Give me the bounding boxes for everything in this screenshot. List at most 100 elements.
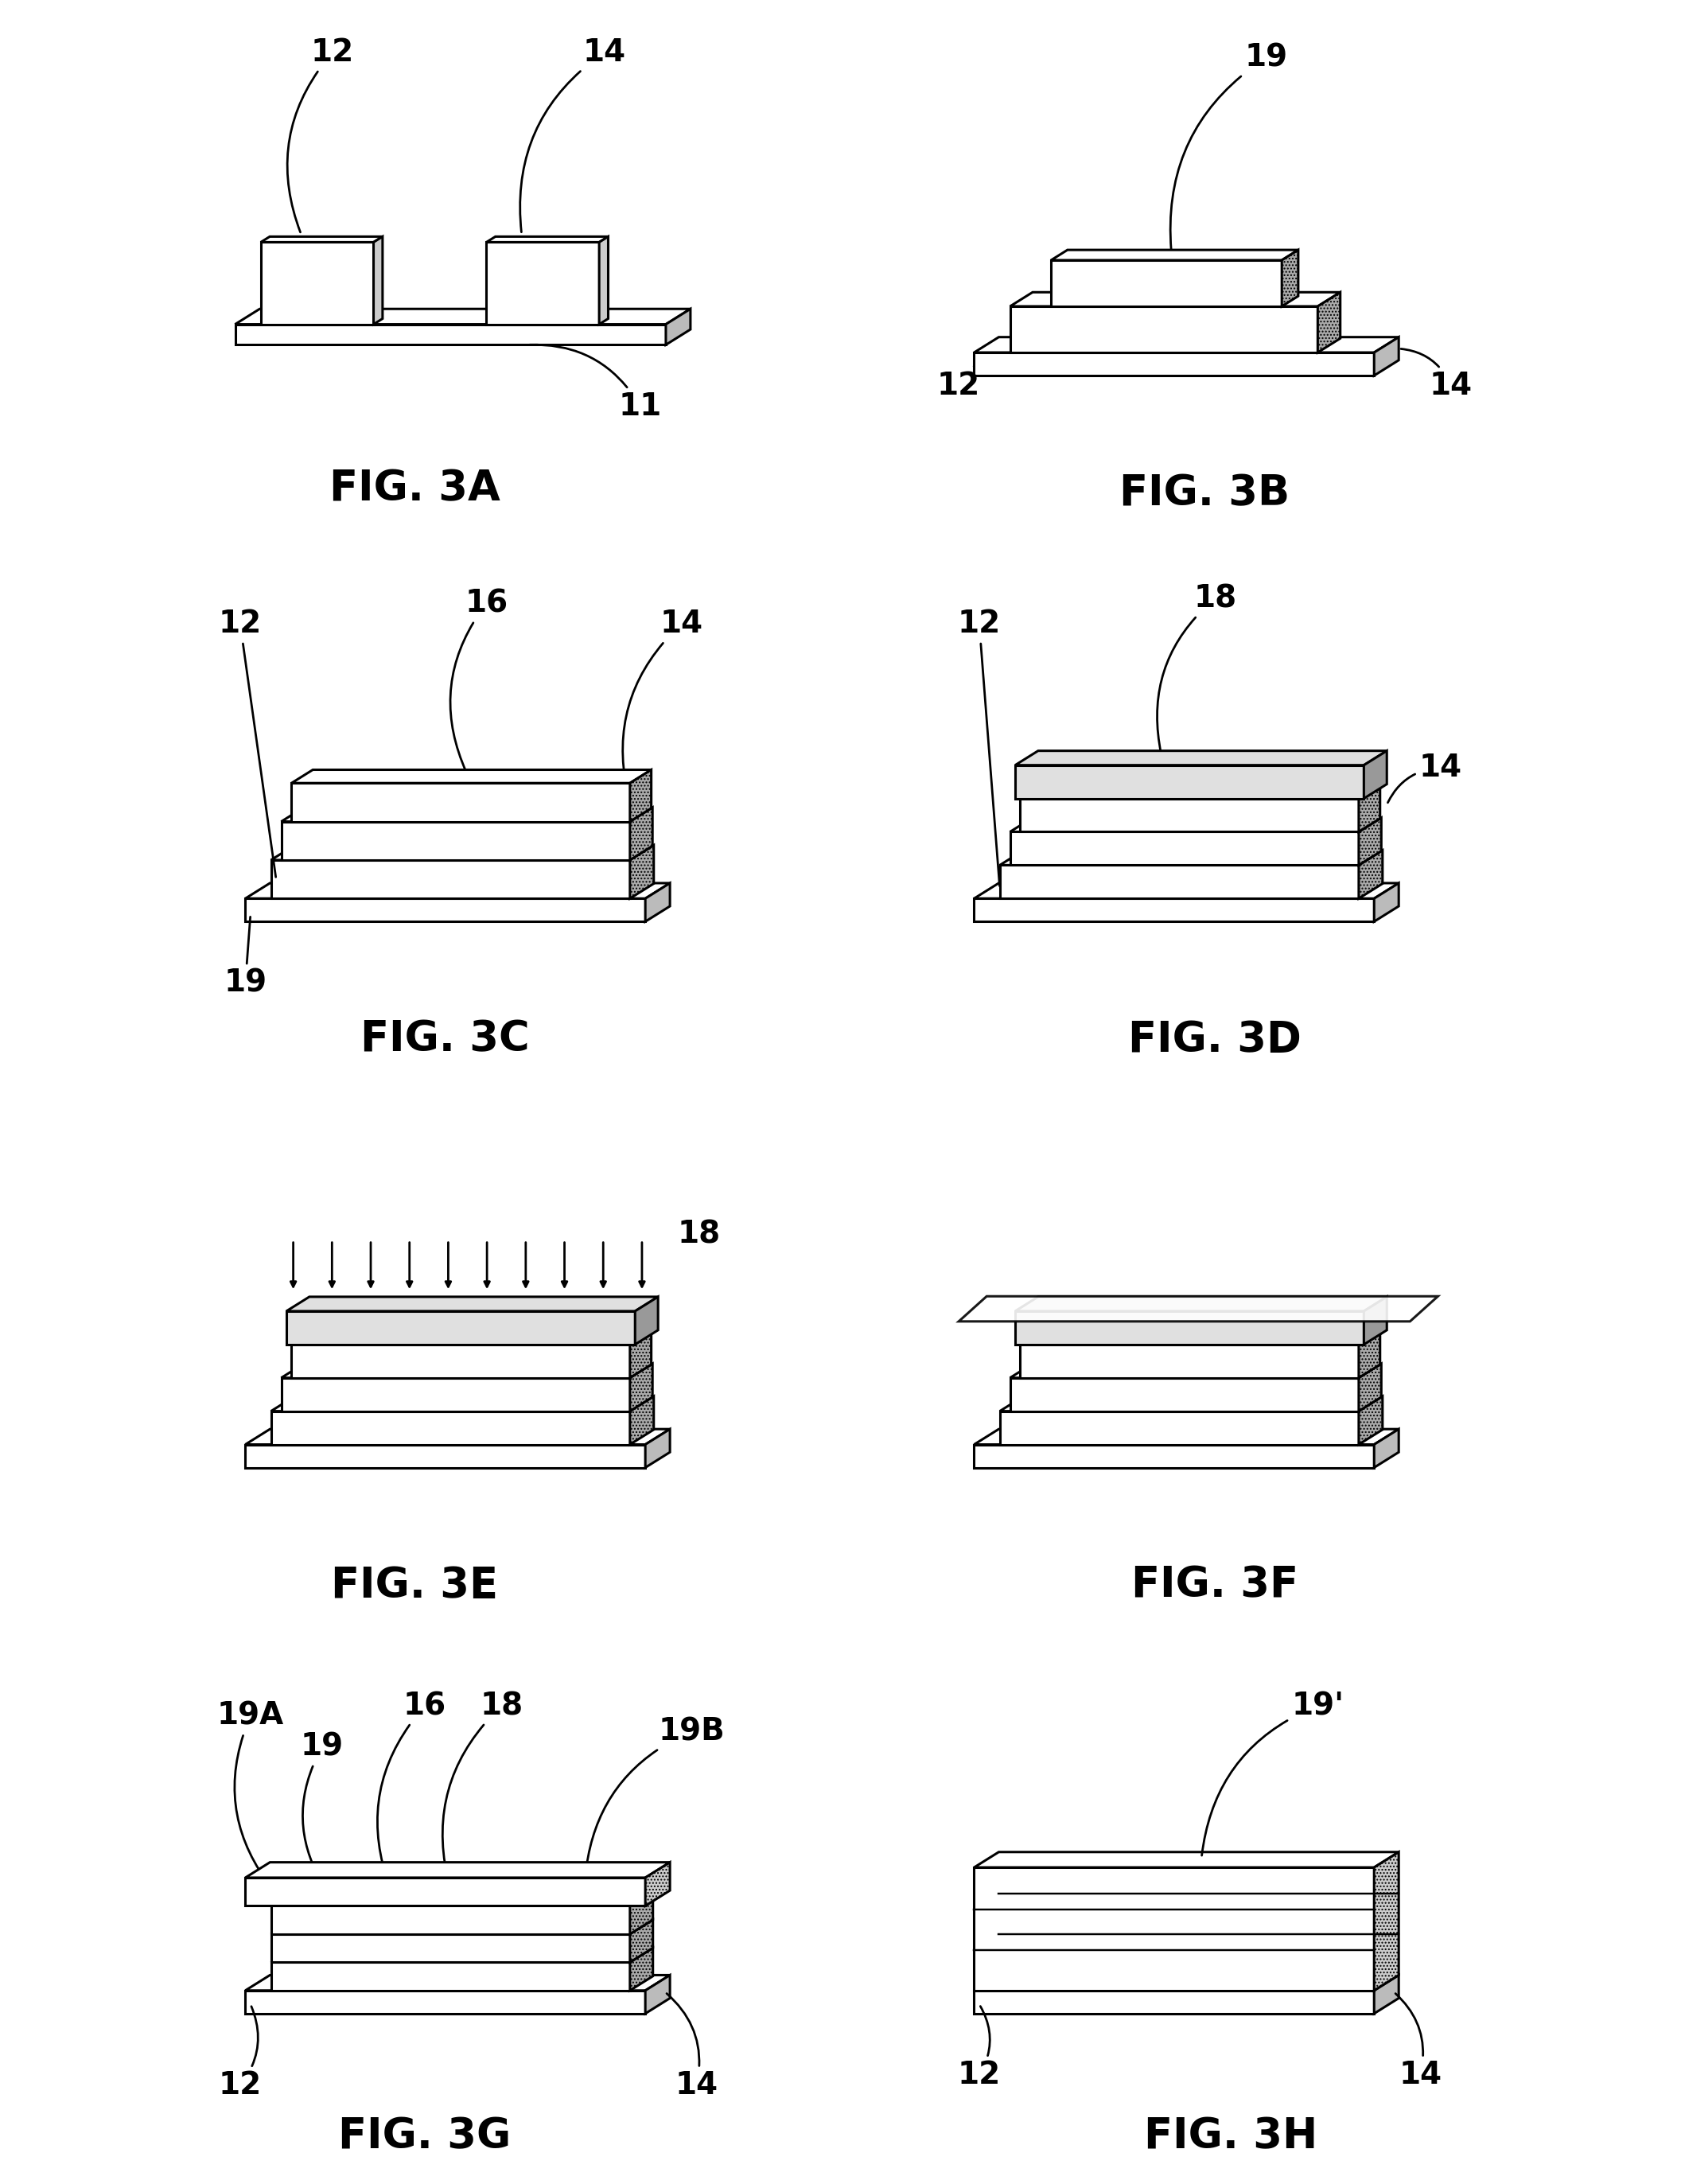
Polygon shape — [1015, 764, 1363, 799]
Polygon shape — [1010, 817, 1382, 832]
Polygon shape — [1010, 832, 1358, 865]
Polygon shape — [973, 1990, 1373, 2014]
Polygon shape — [1358, 1396, 1382, 1444]
Polygon shape — [271, 1396, 654, 1411]
Polygon shape — [1358, 817, 1382, 865]
Polygon shape — [291, 1332, 651, 1345]
Polygon shape — [635, 1297, 657, 1345]
Polygon shape — [291, 784, 630, 821]
Text: 19B: 19B — [585, 1717, 725, 1878]
Text: 11: 11 — [530, 345, 662, 422]
Polygon shape — [1000, 1396, 1382, 1411]
Polygon shape — [1020, 1332, 1380, 1345]
Text: 19: 19 — [301, 1732, 345, 1887]
Polygon shape — [630, 1891, 652, 1935]
Polygon shape — [271, 1948, 652, 1961]
Polygon shape — [271, 1411, 630, 1444]
Text: 14: 14 — [519, 37, 625, 232]
Text: 12: 12 — [219, 609, 276, 878]
Polygon shape — [245, 898, 646, 922]
Text: FIG. 3H: FIG. 3H — [1143, 2116, 1318, 2158]
Polygon shape — [1363, 1297, 1387, 1345]
Polygon shape — [973, 882, 1399, 898]
Polygon shape — [1318, 293, 1340, 352]
Polygon shape — [1020, 1345, 1358, 1378]
Polygon shape — [1373, 882, 1399, 922]
Text: FIG. 3A: FIG. 3A — [329, 467, 499, 509]
Polygon shape — [245, 1878, 646, 1907]
Polygon shape — [286, 1310, 635, 1345]
Polygon shape — [486, 236, 609, 242]
Polygon shape — [1358, 1363, 1382, 1411]
Text: FIG. 3G: FIG. 3G — [338, 2116, 511, 2158]
Polygon shape — [1373, 1852, 1399, 1990]
Polygon shape — [1015, 1310, 1363, 1345]
Text: 14: 14 — [1389, 753, 1462, 804]
Polygon shape — [973, 1867, 1373, 1990]
Polygon shape — [1363, 751, 1387, 799]
Polygon shape — [271, 1891, 652, 1907]
Text: 12: 12 — [958, 609, 1000, 887]
Polygon shape — [973, 1444, 1373, 1468]
Text: 12: 12 — [958, 2007, 1000, 2090]
Polygon shape — [1373, 1974, 1399, 2014]
Polygon shape — [235, 323, 666, 345]
Polygon shape — [973, 1974, 1399, 1990]
Polygon shape — [1015, 751, 1387, 764]
Polygon shape — [1358, 1332, 1380, 1378]
Polygon shape — [958, 1297, 1437, 1321]
Polygon shape — [973, 352, 1373, 376]
Text: 16: 16 — [378, 1690, 447, 1887]
Polygon shape — [630, 1920, 652, 1961]
Polygon shape — [291, 769, 651, 784]
Polygon shape — [245, 1990, 646, 2014]
Polygon shape — [1373, 1428, 1399, 1468]
Polygon shape — [271, 1935, 630, 1961]
Polygon shape — [630, 1332, 651, 1378]
Polygon shape — [281, 808, 652, 821]
Polygon shape — [1010, 1378, 1358, 1411]
Polygon shape — [1010, 1363, 1382, 1378]
Polygon shape — [630, 769, 651, 821]
Polygon shape — [245, 1428, 671, 1444]
Polygon shape — [646, 1428, 671, 1468]
Polygon shape — [486, 242, 598, 323]
Polygon shape — [1010, 293, 1340, 306]
Polygon shape — [973, 898, 1373, 922]
Polygon shape — [646, 882, 671, 922]
Polygon shape — [291, 1345, 630, 1378]
Polygon shape — [281, 821, 630, 860]
Text: 16: 16 — [451, 587, 508, 771]
Text: FIG. 3E: FIG. 3E — [331, 1566, 498, 1605]
Polygon shape — [373, 236, 383, 323]
Text: 14: 14 — [1400, 349, 1473, 402]
Polygon shape — [245, 882, 671, 898]
Polygon shape — [630, 1363, 652, 1411]
Polygon shape — [245, 1444, 646, 1468]
Polygon shape — [630, 1948, 652, 1990]
Text: FIG. 3B: FIG. 3B — [1120, 474, 1289, 513]
Text: 18: 18 — [442, 1690, 523, 1887]
Polygon shape — [1000, 865, 1358, 898]
Polygon shape — [630, 808, 652, 860]
Polygon shape — [1000, 850, 1382, 865]
Polygon shape — [1358, 786, 1380, 832]
Text: 19: 19 — [1170, 41, 1288, 249]
Text: 12: 12 — [287, 37, 355, 232]
Polygon shape — [1020, 786, 1380, 799]
Polygon shape — [1051, 249, 1298, 260]
Text: 12: 12 — [938, 367, 980, 402]
Text: 14: 14 — [667, 1994, 718, 2101]
Polygon shape — [598, 236, 609, 323]
Polygon shape — [261, 236, 383, 242]
Polygon shape — [1373, 336, 1399, 376]
Polygon shape — [1010, 306, 1318, 352]
Polygon shape — [1283, 249, 1298, 306]
Text: 12: 12 — [219, 2007, 262, 2101]
Text: 19A: 19A — [217, 1701, 284, 1889]
Text: 19: 19 — [224, 917, 267, 998]
Polygon shape — [271, 1961, 630, 1990]
Polygon shape — [1020, 799, 1358, 832]
Polygon shape — [666, 308, 691, 345]
Polygon shape — [281, 1378, 630, 1411]
